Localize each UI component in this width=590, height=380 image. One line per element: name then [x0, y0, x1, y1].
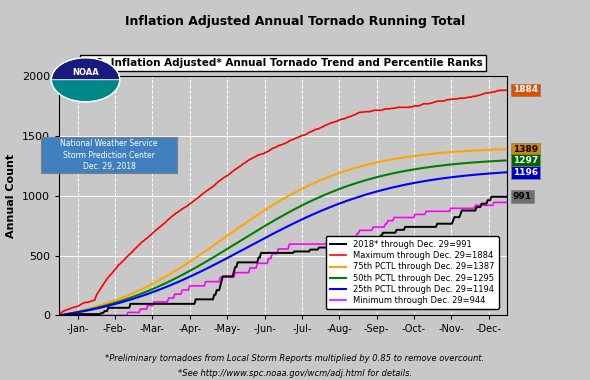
- Y-axis label: Annual Count: Annual Count: [6, 154, 17, 238]
- Text: *Preliminary tornadoes from Local Storm Reports multiplied by 0.85 to remove ove: *Preliminary tornadoes from Local Storm …: [106, 354, 484, 363]
- Text: *See http://www.spc.noaa.gov/wcm/adj.html for details.: *See http://www.spc.noaa.gov/wcm/adj.htm…: [178, 369, 412, 378]
- Text: Inflation Adjusted Annual Tornado Running Total: Inflation Adjusted Annual Tornado Runnin…: [125, 15, 465, 28]
- Text: 1297: 1297: [513, 156, 538, 165]
- Text: National Weather Service
Storm Prediction Center
Dec. 29, 2018: National Weather Service Storm Predictio…: [60, 139, 158, 171]
- Legend: 2018* through Dec. 29=991, Maximum through Dec. 29=1884, 75th PCTL through Dec. : 2018* through Dec. 29=991, Maximum throu…: [326, 236, 499, 309]
- Text: 1884: 1884: [513, 86, 538, 94]
- Text: 1389: 1389: [513, 145, 538, 154]
- Text: 1196: 1196: [513, 168, 538, 177]
- Text: U.S. Inflation Adjusted* Annual Tornado Trend and Percentile Ranks: U.S. Inflation Adjusted* Annual Tornado …: [83, 58, 483, 68]
- Text: 991: 991: [513, 192, 532, 201]
- Text: NOAA: NOAA: [72, 68, 99, 78]
